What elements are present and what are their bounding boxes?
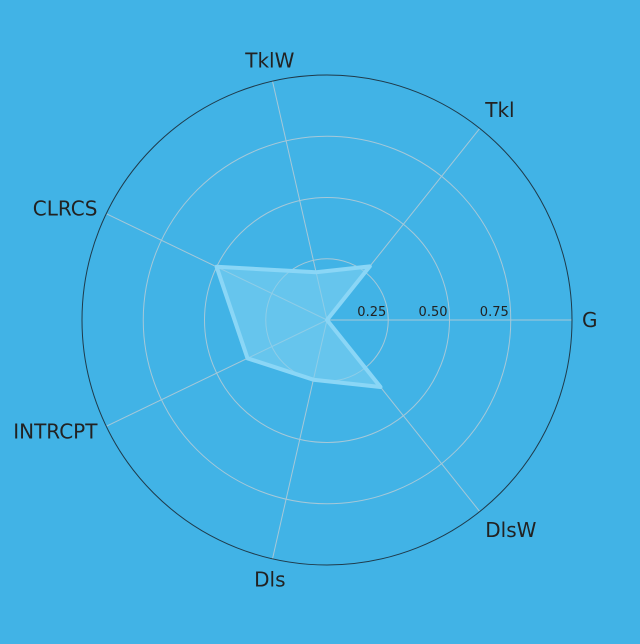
data-point	[246, 356, 250, 360]
outer-ring	[81, 74, 573, 566]
axis-label: INTRCPT	[13, 420, 98, 444]
tick-label: 0.25	[357, 305, 386, 320]
axis-label: G	[582, 308, 598, 332]
data-point	[378, 385, 382, 389]
axis-label: CLRCS	[33, 196, 98, 220]
series-area	[214, 264, 383, 389]
data-point	[215, 265, 219, 269]
data-point	[311, 378, 315, 382]
tick-label: 0.50	[419, 305, 448, 320]
axis-label: DlsW	[485, 518, 536, 542]
axis-label: Dls	[254, 568, 285, 592]
series-layer	[214, 264, 383, 389]
data-point	[368, 264, 372, 268]
tick-label: 0.75	[480, 305, 509, 320]
label-layer: G Tkl TklW CLRCS INTRCPT Dls DlsW	[13, 48, 597, 591]
data-point	[325, 318, 329, 322]
data-point	[314, 270, 318, 274]
axis-label: TklW	[244, 48, 294, 72]
axis-label: Tkl	[484, 98, 514, 122]
